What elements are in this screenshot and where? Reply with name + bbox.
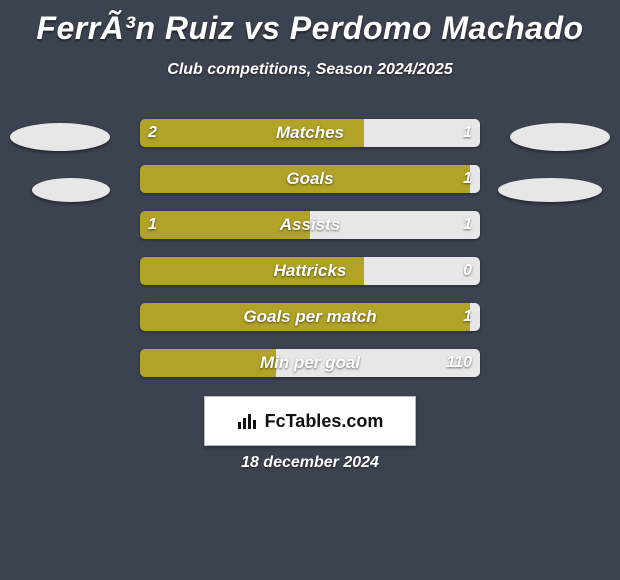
- bar-left: [140, 303, 470, 331]
- bar-right: [310, 211, 480, 239]
- bar-right: [364, 257, 480, 285]
- bar-track: [140, 303, 480, 331]
- stat-rows: Matches21Goals1Assists11Hattricks0Goals …: [0, 119, 620, 377]
- bar-left: [140, 349, 276, 377]
- comparison-card: FerrÃ³n Ruiz vs Perdomo Machado Club com…: [0, 0, 620, 580]
- stat-row: Assists11: [0, 211, 620, 239]
- bar-left: [140, 257, 364, 285]
- stat-row: Min per goal110: [0, 349, 620, 377]
- chart-icon: [237, 412, 259, 430]
- page-title: FerrÃ³n Ruiz vs Perdomo Machado: [0, 0, 620, 47]
- bar-track: [140, 119, 480, 147]
- stat-row: Goals per match1: [0, 303, 620, 331]
- bar-track: [140, 257, 480, 285]
- bar-right: [364, 119, 480, 147]
- subtitle: Club competitions, Season 2024/2025: [0, 61, 620, 79]
- bar-right: [470, 303, 480, 331]
- player-ellipse: [498, 178, 602, 202]
- bar-track: [140, 211, 480, 239]
- date-label: 18 december 2024: [0, 454, 620, 472]
- bar-right: [276, 349, 480, 377]
- credit-badge: FcTables.com: [204, 396, 416, 446]
- bar-left: [140, 211, 310, 239]
- bar-left: [140, 165, 470, 193]
- bar-track: [140, 349, 480, 377]
- bar-right: [470, 165, 480, 193]
- credit-text: FcTables.com: [265, 411, 384, 432]
- stat-row: Hattricks0: [0, 257, 620, 285]
- player-ellipse: [10, 123, 110, 151]
- bar-left: [140, 119, 364, 147]
- bar-track: [140, 165, 480, 193]
- player-ellipse: [510, 123, 610, 151]
- player-ellipse: [32, 178, 110, 202]
